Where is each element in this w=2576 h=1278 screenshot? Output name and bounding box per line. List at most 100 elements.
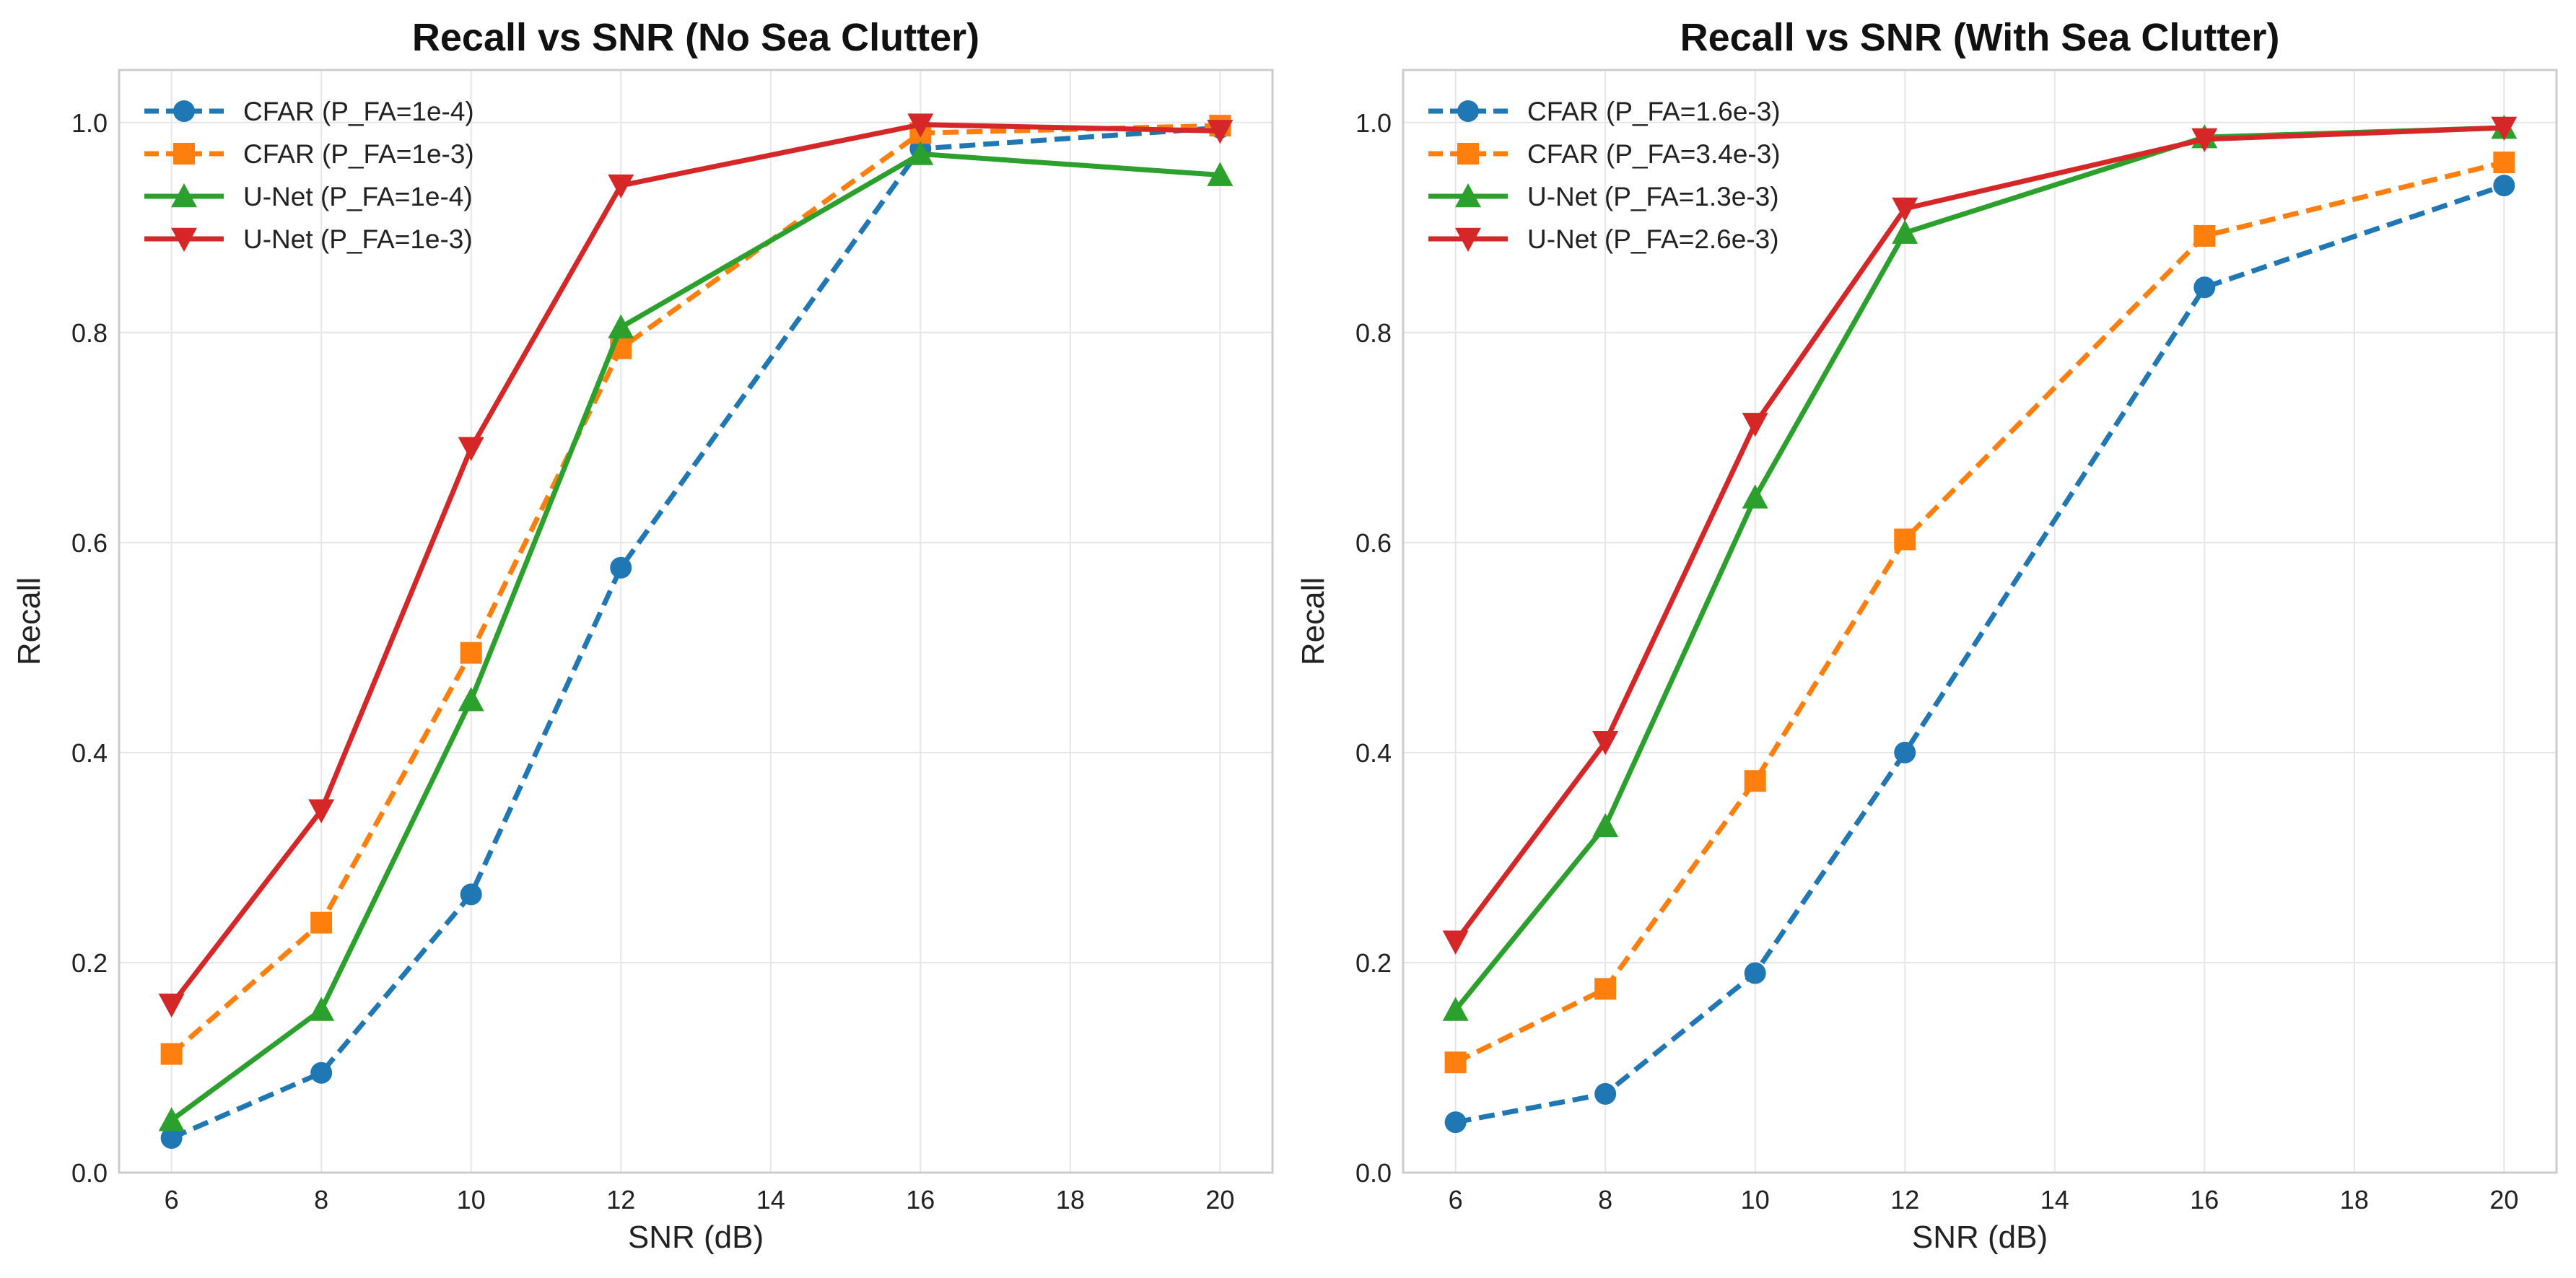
data-point: [308, 997, 335, 1021]
y-tick-label: 0.8: [1355, 318, 1392, 348]
data-point: [158, 993, 185, 1018]
x-tick-label: 18: [2340, 1185, 2369, 1214]
series-1: [1444, 175, 2515, 1134]
data-point: [460, 883, 482, 906]
plot-frame: [1402, 69, 2558, 1174]
legend-marker: [173, 143, 195, 165]
data-point: [1442, 930, 1469, 955]
data-point: [1894, 741, 1916, 763]
data-point: [310, 911, 333, 934]
data-point: [2193, 224, 2216, 247]
x-tick-label: 14: [756, 1185, 785, 1214]
legend-label: U-Net (P_FA=2.6e-3): [1527, 224, 1779, 254]
data-point: [1742, 484, 1768, 509]
series-line: [1454, 183, 2505, 1125]
x-tick-label: 20: [2489, 1185, 2518, 1214]
y-tick-label: 0.8: [71, 318, 108, 348]
series-line: [1453, 125, 2505, 943]
x-tick-label: 8: [314, 1185, 328, 1214]
data-point: [458, 687, 484, 712]
data-point: [2493, 175, 2515, 197]
y-tick-label: 0.2: [71, 948, 108, 978]
data-point: [1592, 731, 1619, 756]
data-point: [1892, 219, 1918, 244]
x-tick-label: 6: [165, 1185, 179, 1214]
legend-label: CFAR (P_FA=1.6e-3): [1527, 97, 1781, 126]
data-point: [608, 174, 634, 199]
series-line: [169, 122, 1221, 1007]
data-point: [1442, 997, 1469, 1021]
data-point: [1892, 197, 1918, 222]
data-point: [2493, 152, 2515, 174]
x-tick-label: 10: [457, 1185, 486, 1214]
data-point: [308, 799, 335, 823]
series-line: [170, 125, 1221, 1141]
data-point: [1742, 413, 1768, 437]
x-tick-label: 14: [2040, 1185, 2069, 1214]
y-axis-label: Recall: [1296, 577, 1331, 665]
y-tick-label: 1.0: [71, 108, 108, 138]
legend-marker: [1455, 183, 1481, 208]
legend-marker: [1457, 100, 1479, 122]
data-point: [1744, 962, 1766, 984]
legend-label: CFAR (P_FA=1e-3): [243, 139, 474, 169]
data-point: [310, 1062, 333, 1084]
x-tick-label: 6: [1449, 1185, 1463, 1214]
legend: CFAR (P_FA=1.6e-3) CFAR (P_FA=3.4e-3) U-Ne…: [1428, 97, 1781, 254]
y-tick-label: 0.0: [71, 1158, 108, 1188]
y-tick-label: 0.4: [71, 738, 108, 768]
chart-panel-2: 6 8 10 12 14 16 18 20 0.0 0.2 0.4 0.6 0.8 1.0 Recall v…: [1296, 16, 2558, 1255]
y-tick-label: 0.2: [1355, 948, 1392, 978]
legend-label: CFAR (P_FA=3.4e-3): [1527, 139, 1781, 169]
x-tick-label: 8: [1598, 1185, 1612, 1214]
x-tick-label: 10: [1741, 1185, 1770, 1214]
y-axis-label: Recall: [12, 577, 47, 665]
x-tick-label: 20: [1205, 1185, 1234, 1214]
series-3: [158, 141, 1234, 1132]
data-point: [460, 642, 482, 664]
y-tick-label: 0.6: [1355, 528, 1392, 558]
plot-area: [119, 70, 1272, 1173]
y-tick-label: 1.0: [1355, 108, 1392, 138]
chart-title: Recall vs SNR (No Sea Clutter): [412, 16, 979, 59]
data-point: [1744, 770, 1766, 792]
data-point: [1444, 1051, 1467, 1074]
legend-marker: [1457, 143, 1479, 165]
data-point: [2491, 116, 2518, 141]
data-point: [2193, 276, 2216, 299]
series-2: [1444, 152, 2515, 1074]
legend-label: U-Net (P_FA=1e-3): [243, 224, 473, 254]
data-point: [907, 141, 934, 165]
data-point: [907, 113, 934, 138]
legend-label: U-Net (P_FA=1e-4): [243, 182, 473, 211]
data-point: [1894, 528, 1916, 551]
data-point: [458, 437, 484, 461]
data-point: [2191, 128, 2218, 153]
series-4: [158, 113, 1234, 1018]
x-tick-label: 16: [2190, 1185, 2219, 1214]
legend: CFAR (P_FA=1e-4) CFAR (P_FA=1e-3) U-Net (P…: [144, 97, 474, 254]
data-point: [160, 1126, 183, 1149]
data-point: [1594, 1082, 1617, 1105]
y-tick-label: 0.6: [71, 528, 108, 558]
x-axis-label: SNR (dB): [628, 1220, 764, 1255]
data-point: [160, 1043, 183, 1065]
legend-marker: [173, 100, 195, 122]
data-point: [610, 556, 632, 579]
series-4: [1442, 116, 2518, 955]
data-point: [158, 1107, 185, 1132]
chart-panel-1: 6 8 10 12 14 16 18 20 0.0 0.2 0.4 0.6 0.8 1.0 Recall v…: [12, 16, 1274, 1255]
x-axis-label: SNR (dB): [1912, 1220, 2048, 1255]
legend-marker: [1455, 227, 1481, 252]
legend-marker: [171, 227, 197, 252]
x-tick-label: 16: [906, 1185, 935, 1214]
legend-label: CFAR (P_FA=1e-4): [243, 97, 474, 126]
legend-marker: [171, 183, 197, 208]
series-line: [170, 123, 1221, 1056]
chart-title: Recall vs SNR (With Sea Clutter): [1680, 16, 2280, 59]
data-point: [608, 314, 634, 338]
data-point: [1444, 1111, 1467, 1134]
y-tick-label: 0.4: [1355, 738, 1392, 768]
